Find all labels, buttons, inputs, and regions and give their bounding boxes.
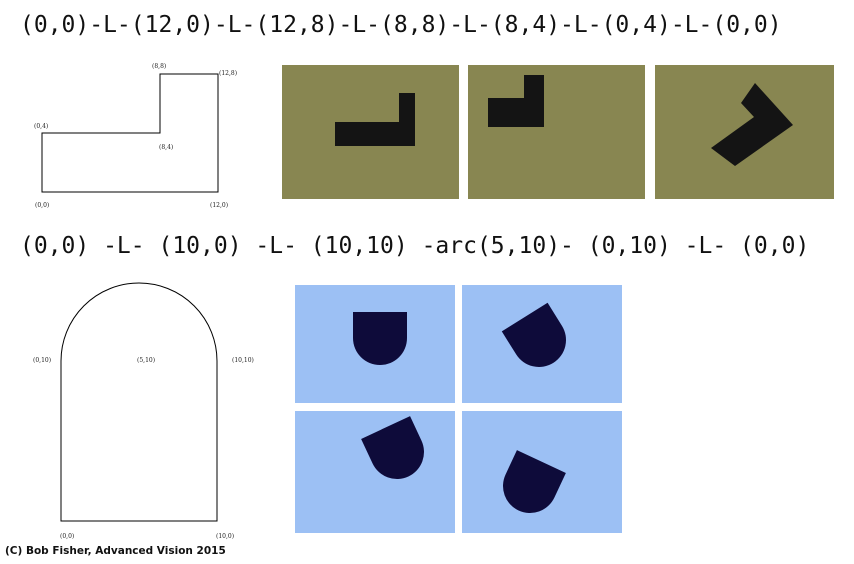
l-label-88: (8,8) xyxy=(152,63,166,70)
arch-label-00: (0,0) xyxy=(60,533,74,540)
l-shape-outline xyxy=(41,73,219,193)
copyright-credit: (C) Bob Fisher, Advanced Vision 2015 xyxy=(5,545,226,557)
shape2-description: (0,0) -L- (10,0) -L- (10,10) -arc(5,10)-… xyxy=(20,233,810,259)
arch-shape-outline xyxy=(60,282,218,522)
arch-photo-4 xyxy=(462,411,622,533)
l-label-04: (0,4) xyxy=(34,123,48,130)
arch-label-010: (0,10) xyxy=(33,357,51,364)
arch-label-100: (10,0) xyxy=(216,533,234,540)
arch-photo-2 xyxy=(462,285,622,403)
l-label-120: (12,0) xyxy=(210,202,228,209)
l-shape-photo-3 xyxy=(655,65,834,199)
l-label-00: (0,0) xyxy=(35,202,49,209)
l-shape-photo-2 xyxy=(468,65,645,199)
arch-photo-1 xyxy=(295,285,455,403)
arch-photo-3 xyxy=(295,411,455,533)
l-label-128: (12,8) xyxy=(219,70,237,77)
arch-label-510: (5,10) xyxy=(137,357,155,364)
arch-label-1010: (10,10) xyxy=(232,357,254,364)
shape1-description: (0,0)-L-(12,0)-L-(12,8)-L-(8,8)-L-(8,4)-… xyxy=(20,12,782,38)
l-shape-photo-1 xyxy=(282,65,459,199)
l-label-84: (8,4) xyxy=(159,144,173,151)
